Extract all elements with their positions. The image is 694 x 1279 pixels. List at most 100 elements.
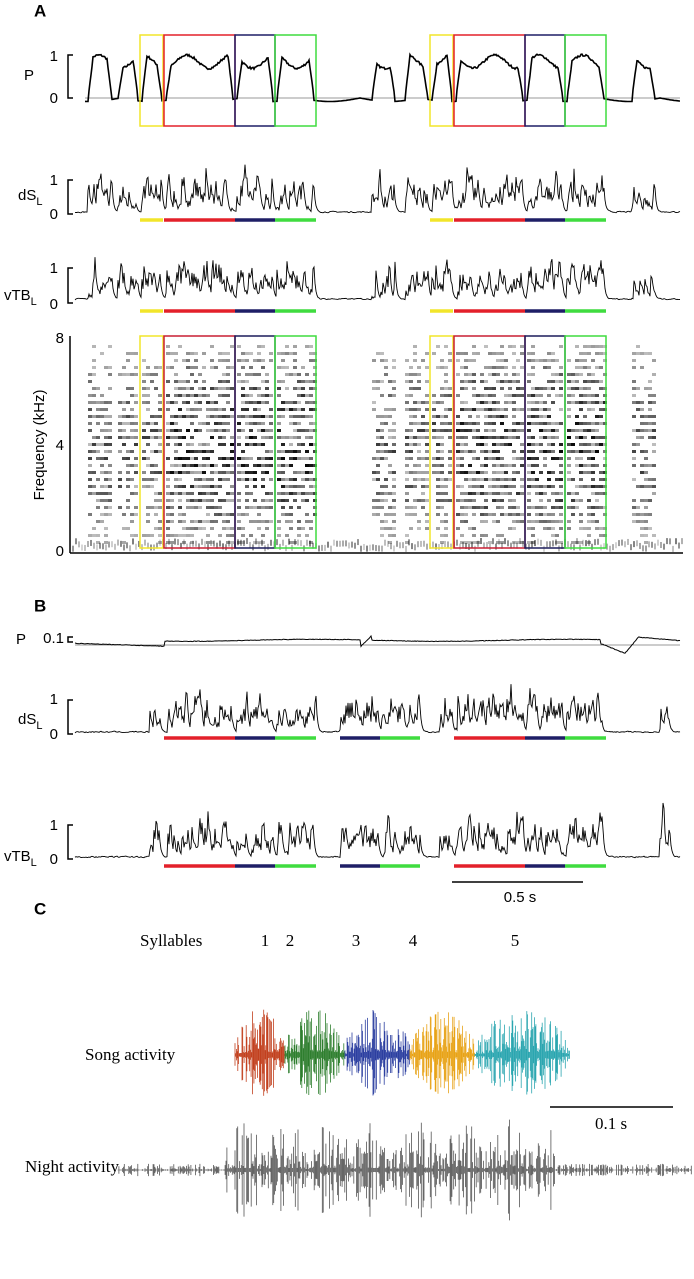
spectrogram-cell: [405, 478, 409, 481]
spectrogram-cell: [460, 429, 464, 432]
spectrogram-cell: [309, 429, 313, 432]
spectrogram-cell: [257, 527, 261, 530]
spectrogram-cell: [496, 450, 500, 453]
spectrogram-cell: [92, 366, 96, 369]
spectrogram-cell: [504, 366, 508, 369]
spectrogram-cell: [174, 471, 178, 474]
spectrogram-cell: [504, 394, 508, 397]
spectrogram-cell: [186, 450, 190, 453]
spectrogram-cell: [527, 492, 531, 495]
spectrogram-cell: [632, 380, 636, 383]
spectrogram-cell: [571, 429, 575, 432]
spectrogram-cell: [305, 450, 309, 453]
spectrogram-cell: [484, 464, 488, 467]
spectrogram-cell: [559, 380, 563, 383]
spectrogram-cell: [376, 443, 380, 446]
spectrogram-cell: [230, 436, 234, 439]
spectrogram-cell: [198, 373, 202, 376]
spectrogram-cell: [547, 520, 551, 523]
spectrogram-cell: [587, 366, 591, 369]
spectrogram-cell: [241, 534, 245, 537]
spectrogram-cell: [122, 457, 126, 460]
spectrogram-cell: [508, 443, 512, 446]
spectrogram-cell: [126, 464, 130, 467]
spectrogram-cell: [496, 471, 500, 474]
spectrogram-cell: [571, 387, 575, 390]
spectrogram-cell: [644, 450, 648, 453]
spectrogram-cell: [583, 359, 587, 362]
spectrogram-cell: [551, 492, 555, 495]
spectrogram-noise: [237, 539, 239, 546]
spectrogram-cell: [409, 366, 413, 369]
spectrogram-noise: [663, 543, 665, 550]
spectrogram-cell: [202, 380, 206, 383]
spectrogram-cell: [384, 485, 388, 488]
spectrogram-cell: [142, 457, 146, 460]
spectrogram-cell: [436, 366, 440, 369]
spectrogram-noise: [438, 544, 440, 551]
spectrogram-noise: [249, 541, 251, 548]
spectrogram-cell: [313, 401, 317, 404]
spectrogram-cell: [92, 471, 96, 474]
spectrogram-cell: [488, 408, 492, 411]
spectrogram-cell: [488, 401, 492, 404]
spectrogram-cell: [372, 506, 376, 509]
spectrogram-cell: [583, 527, 587, 530]
spectrogram-cell: [421, 415, 425, 418]
spectrogram-cell: [309, 492, 313, 495]
syllable-box: [274, 34, 317, 127]
spectrogram-cell: [88, 429, 92, 432]
spectrogram-cell: [289, 352, 293, 355]
spectrogram-cell: [500, 541, 504, 544]
row-label: Song activity: [85, 1045, 176, 1064]
spectrogram-cell: [464, 541, 468, 544]
spectrogram-cell: [285, 464, 289, 467]
spectrogram-cell: [500, 534, 504, 537]
spectrogram-cell: [281, 380, 285, 383]
spectrogram-cell: [444, 485, 448, 488]
spectrogram-cell: [555, 373, 559, 376]
spectrogram-cell: [476, 485, 480, 488]
spectrogram-cell: [468, 527, 472, 530]
spectrogram-noise: [312, 542, 314, 549]
spectrogram-cell: [512, 366, 516, 369]
spectrogram-noise: [294, 539, 296, 546]
spectrogram-cell: [146, 513, 150, 516]
spectrogram-cell: [440, 464, 444, 467]
spectrogram-cell: [130, 408, 134, 411]
spectrogram-cell: [174, 380, 178, 383]
spectrogram-cell: [309, 387, 313, 390]
spectrogram-cell: [301, 415, 305, 418]
spectrogram-cell: [405, 534, 409, 537]
spectrogram-cell: [142, 429, 146, 432]
spectrogram-noise: [459, 543, 461, 550]
spectrogram-noise: [342, 540, 344, 547]
spectrogram-noise: [423, 540, 425, 547]
spectrogram-noise: [555, 539, 557, 546]
spectrogram-cell: [261, 394, 265, 397]
spectrogram-cell: [392, 436, 396, 439]
spectrogram-cell: [261, 422, 265, 425]
spectrogram-noise: [258, 542, 260, 549]
spectrogram-cell: [214, 485, 218, 488]
spectrogram-cell: [146, 366, 150, 369]
spectrogram-cell: [190, 408, 194, 411]
spectrogram-cell: [413, 422, 417, 425]
spectrogram-cell: [313, 443, 317, 446]
spectrogram-cell: [417, 457, 421, 460]
spectrogram-cell: [88, 401, 92, 404]
spectrogram-cell: [285, 436, 289, 439]
spectrogram-cell: [512, 520, 516, 523]
spectrogram-cell: [182, 415, 186, 418]
trace-label: P: [16, 631, 26, 648]
spectrogram-cell: [603, 443, 607, 446]
spectrogram-cell: [527, 415, 531, 418]
spectrogram-cell: [305, 492, 309, 495]
spectrogram-noise: [132, 538, 134, 545]
spectrogram-cell: [547, 429, 551, 432]
spectrogram-noise: [399, 542, 401, 549]
ds-trace: [74, 164, 681, 214]
spectrogram-cell: [531, 506, 535, 509]
spectrogram-cell: [640, 450, 644, 453]
spectrogram-cell: [587, 443, 591, 446]
